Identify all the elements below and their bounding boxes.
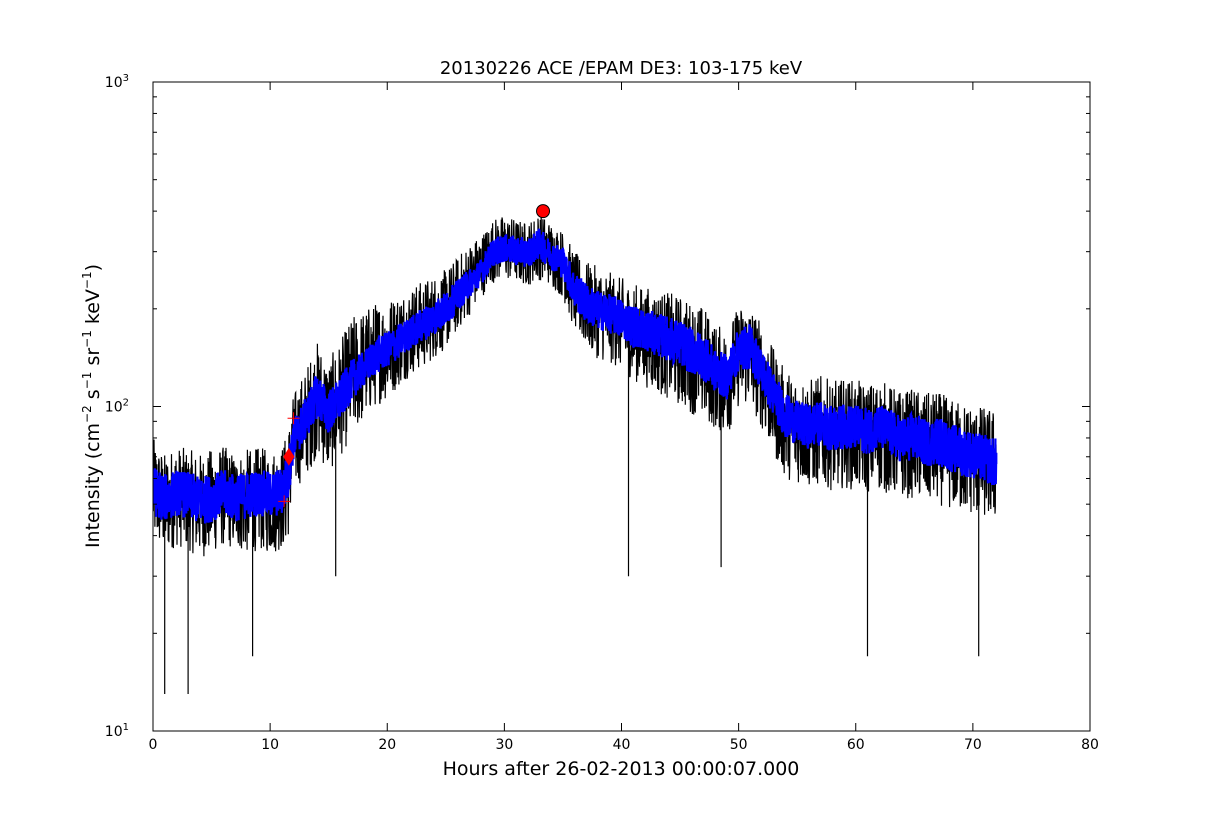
data-layer	[153, 214, 998, 694]
smoothed-intensity-line	[153, 228, 998, 524]
tick-layer: 0 10 20 30 40 50 60 70 80 101 102 103	[105, 73, 1099, 753]
y-label-mid2: sr	[82, 348, 104, 372]
x-tick-label: 60	[847, 737, 865, 753]
y-tick-label: 102	[105, 398, 129, 416]
x-tick-label: 70	[964, 737, 982, 753]
y-label-sup2: −1	[80, 372, 94, 390]
y-label-sup1: −2	[80, 405, 94, 423]
y-tick-label: 101	[105, 722, 129, 740]
y-tick-label: 103	[105, 73, 129, 91]
x-tick-label: 40	[613, 737, 631, 753]
onset-upper-cross	[287, 412, 300, 425]
marker-layer	[278, 204, 551, 508]
y-label-prefix: Intensity (cm	[82, 423, 104, 548]
x-tick-label: 50	[730, 737, 748, 753]
x-tick-label: 30	[495, 737, 513, 753]
raw-intensity-line	[153, 214, 997, 694]
x-tick-label: 0	[149, 737, 158, 753]
x-tick-label: 80	[1081, 737, 1099, 753]
x-axis-label: Hours after 26-02-2013 00:00:07.000	[443, 758, 800, 780]
onset-lower-cross	[278, 495, 291, 508]
y-label-sup4: −1	[80, 271, 94, 289]
y-axis-label: Intensity (cm−2 s−1 sr−1 keV−1)	[80, 264, 104, 548]
y-label-suffix: )	[82, 264, 104, 271]
x-tick-label: 10	[261, 737, 279, 753]
peak-marker	[536, 204, 551, 219]
onset-marker	[283, 447, 295, 466]
x-tick-label: 20	[378, 737, 396, 753]
y-label-sup3: −1	[80, 330, 94, 348]
y-label-mid1: s	[82, 389, 104, 405]
chart-title: 20130226 ACE /EPAM DE3: 103-175 keV	[440, 58, 803, 79]
y-label-mid3: keV	[82, 289, 104, 330]
